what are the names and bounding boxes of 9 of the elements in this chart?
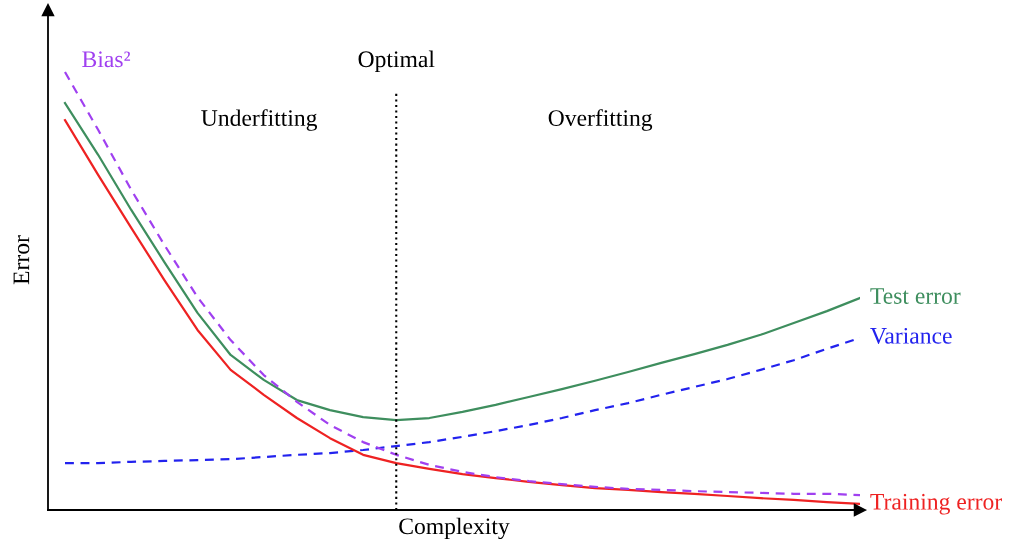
y-axis-title: Error <box>13 235 30 285</box>
text: Optimal <box>358 50 435 72</box>
annotation: Overfitting <box>548 109 653 131</box>
series-label: Test error <box>870 288 961 304</box>
x-axis-title: Complexity <box>399 517 510 540</box>
annotation: Underfitting <box>201 109 318 131</box>
series-label: Training error <box>870 493 1002 515</box>
series-label: Bias² <box>82 51 131 68</box>
series-label: Variance <box>870 327 952 344</box>
